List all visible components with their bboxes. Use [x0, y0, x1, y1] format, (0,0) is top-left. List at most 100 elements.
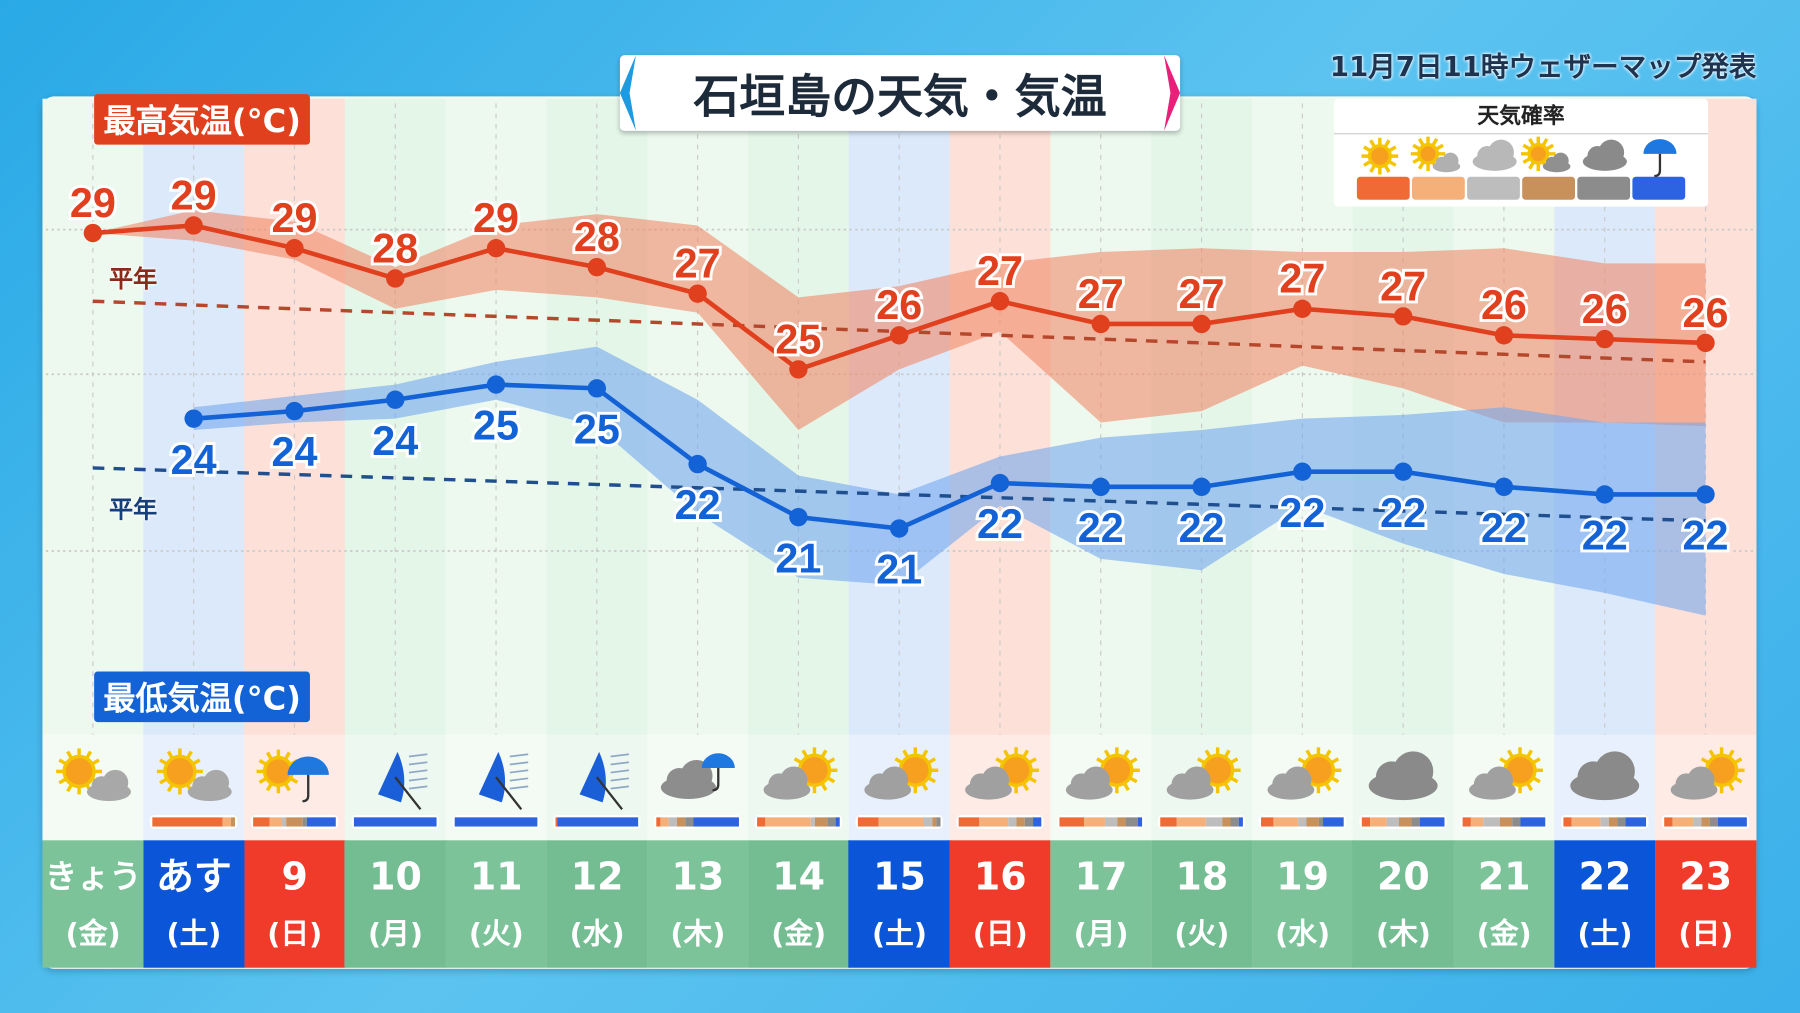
probability-segment — [1176, 817, 1206, 827]
high-temp-label: 29 — [473, 195, 519, 241]
date-label: 23 — [1679, 854, 1733, 899]
high-temp-label: 26 — [1683, 290, 1729, 336]
wind-streak — [408, 769, 428, 774]
high-temp-label: 27 — [1179, 271, 1225, 317]
normal-low-label: 平年 — [109, 495, 158, 524]
probability-segment — [668, 817, 677, 827]
umbrella-handle — [302, 774, 310, 803]
probability-segment — [557, 817, 639, 827]
date-label: 19 — [1276, 854, 1329, 899]
high-temp-point — [1494, 326, 1514, 345]
wind-streak — [509, 761, 529, 766]
probability-segment — [1399, 817, 1412, 827]
date-label: 11 — [469, 854, 523, 899]
high-temp-label: 29 — [271, 195, 317, 241]
cloud-puff — [880, 766, 909, 794]
high-temp-label: 26 — [876, 282, 922, 328]
cloud-puff — [1594, 751, 1635, 792]
weather-icon-cloud-sun — [1469, 747, 1543, 800]
weather-probability-legend: 天気確率 — [1333, 98, 1709, 207]
cloud-puff — [1485, 766, 1513, 794]
wind-streak — [610, 753, 630, 758]
low-temp-label: 21 — [775, 535, 821, 581]
date-label: あす — [156, 854, 232, 899]
low-temp-label: 25 — [473, 403, 519, 449]
probability-segment — [1125, 817, 1138, 827]
low-temp-point — [1494, 477, 1514, 497]
low-temp-label: 24 — [372, 418, 418, 464]
probability-segment — [810, 817, 815, 827]
wind-streak — [408, 785, 428, 790]
legend-color-swatch — [1467, 176, 1520, 200]
probability-segment — [685, 817, 694, 827]
probability-segment — [878, 817, 924, 827]
low-temp-point — [587, 379, 607, 398]
high-temp-label: 27 — [1279, 256, 1325, 302]
date-cell: 22 (土) — [1554, 840, 1656, 968]
weekday-label: (土) — [872, 917, 927, 951]
umbrella-handle — [712, 767, 720, 792]
normal-high-label: 平年 — [109, 265, 158, 293]
probability-segment — [1024, 817, 1034, 827]
high-temp-point — [890, 326, 909, 345]
probability-segment — [1008, 817, 1017, 827]
cloud-puff — [981, 766, 1009, 794]
probability-segment — [1512, 817, 1521, 827]
low-temp-point — [688, 454, 707, 474]
low-temp-label: 22 — [1481, 505, 1527, 551]
umbrella-canopy — [701, 753, 735, 768]
low-temp-point — [1595, 485, 1614, 504]
wind-streak — [610, 777, 630, 782]
date-cell: 11 (火) — [445, 840, 547, 968]
cloud-puff — [1082, 766, 1110, 794]
weekday-label: (火) — [1174, 917, 1230, 951]
wind-streak — [610, 769, 630, 774]
high-temp-label: 25 — [775, 316, 821, 362]
probability-segment — [1608, 817, 1618, 827]
probability-segment — [1617, 817, 1626, 827]
legend-color-swatch — [1577, 176, 1631, 200]
probability-segment — [1361, 817, 1371, 827]
sunny-then-cloudy-icon — [1410, 136, 1461, 173]
probability-segment — [1137, 817, 1143, 827]
probability-segment — [230, 817, 235, 827]
probability-segment — [1059, 817, 1085, 827]
date-cell: 14 (金) — [748, 840, 850, 968]
low-temp-point — [890, 519, 909, 538]
probability-segment — [1571, 817, 1601, 827]
date-label: 22 — [1578, 854, 1632, 899]
low-temp-point — [990, 473, 1010, 493]
date-label: 13 — [671, 854, 725, 899]
umbrella-canopy — [1643, 139, 1677, 154]
sun-disc — [1367, 144, 1392, 169]
cloud-puff — [1488, 139, 1514, 166]
probability-segment — [1470, 817, 1484, 827]
probability-segment — [1298, 817, 1307, 827]
probability-segment — [857, 817, 879, 827]
probability-segment — [1205, 817, 1223, 827]
date-label: 18 — [1175, 854, 1229, 899]
probability-segment — [1563, 817, 1572, 827]
low-temp-point — [486, 375, 506, 394]
high-temp-point — [1696, 333, 1715, 353]
probability-segment — [253, 817, 270, 827]
probability-segment — [222, 817, 231, 827]
high-temp-label: 28 — [574, 214, 620, 260]
high-range-band — [92, 210, 1706, 431]
high-temp-label: 28 — [372, 225, 418, 271]
low-range-band — [193, 346, 1706, 616]
weather-icon-storm — [478, 751, 529, 811]
weekday-label: (月) — [1073, 917, 1129, 951]
probability-segment — [660, 817, 669, 827]
date-label: きょう — [44, 857, 142, 896]
weather-icon-cloud-sun — [763, 747, 838, 800]
probability-segment — [1318, 817, 1324, 827]
weekday-label: (金) — [771, 917, 827, 951]
high-temp-point — [486, 239, 506, 258]
date-label: 21 — [1477, 854, 1531, 899]
weekday-label: (火) — [468, 917, 524, 951]
probability-segment — [302, 817, 307, 827]
blown-umbrella — [579, 751, 606, 803]
date-cell: 9 (日) — [244, 840, 346, 968]
